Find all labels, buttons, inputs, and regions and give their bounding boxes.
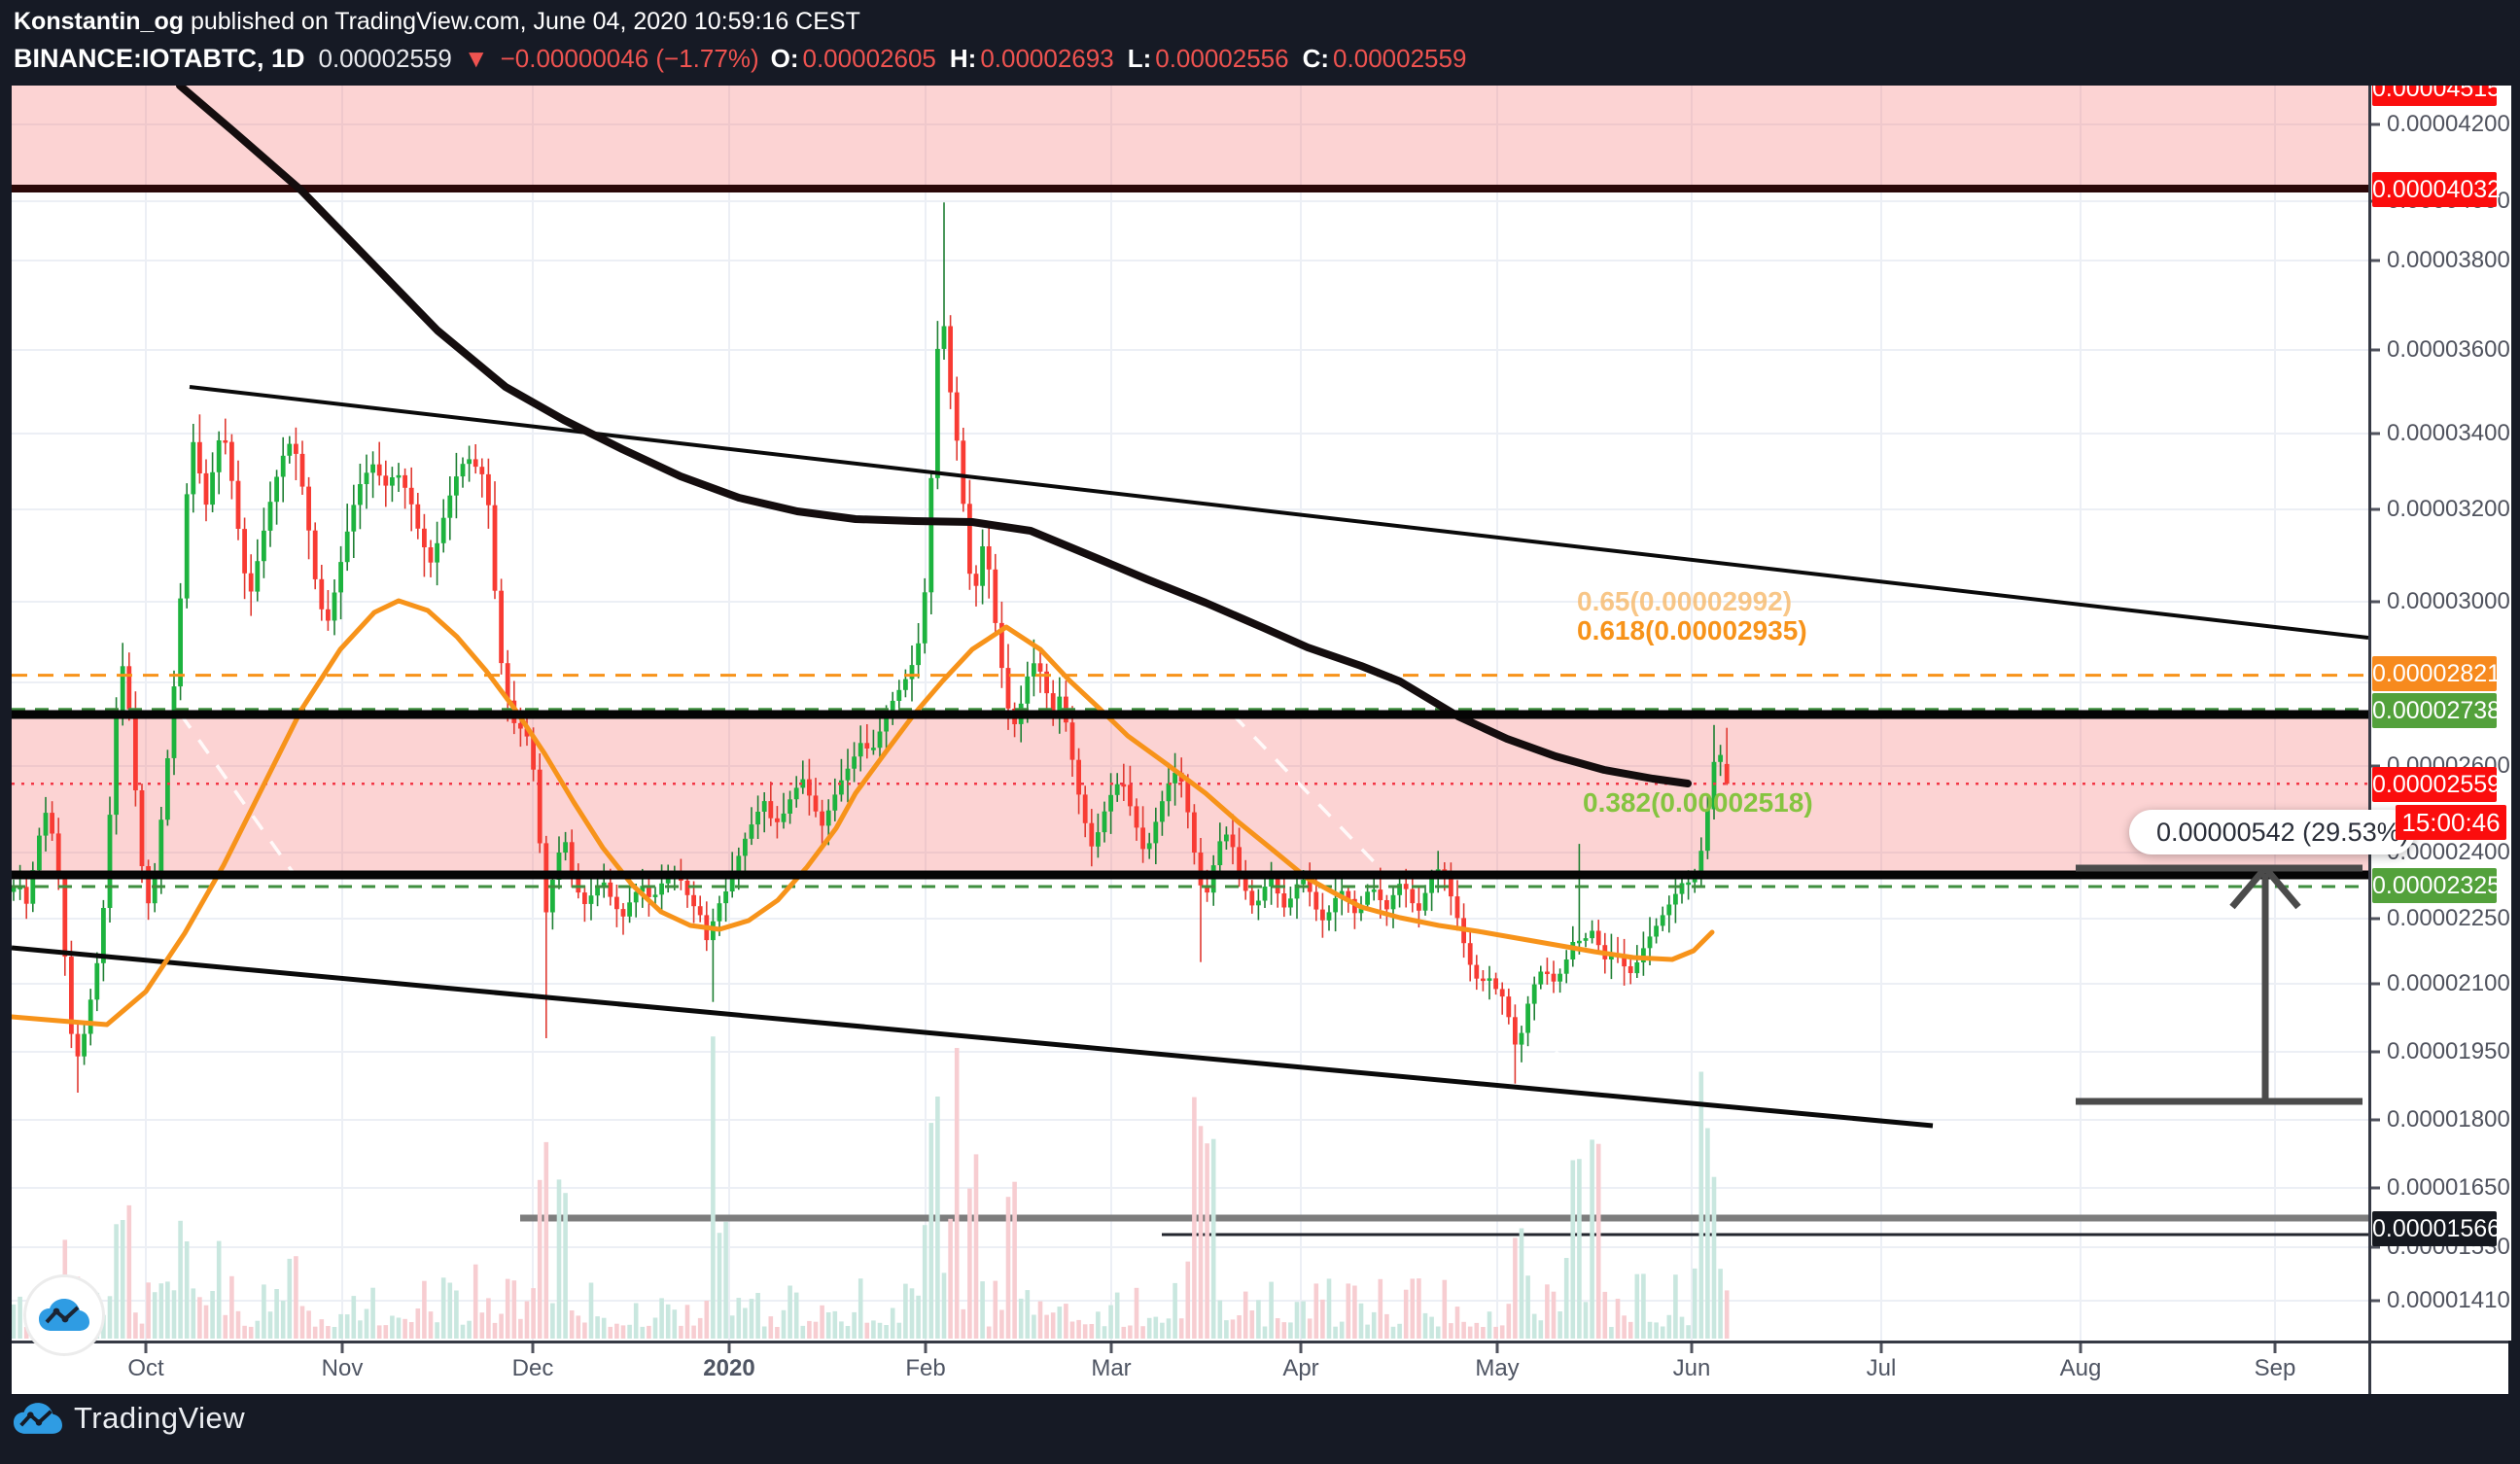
price-tick-mark	[2371, 1118, 2380, 1122]
measure-tooltip: 0.00000542 (29.53%) 5	[2129, 810, 2415, 854]
open-label: O:	[770, 44, 799, 73]
page-footer: TradingView	[0, 1391, 2520, 1464]
axis-corner-divider	[2368, 1343, 2371, 1394]
price-tick-label: 0.00002250	[2387, 905, 2510, 931]
time-tick-mark	[531, 1343, 535, 1353]
price-level-badge: 0.00001566	[2372, 1211, 2501, 1246]
price-tick-label: 0.00001950	[2387, 1038, 2510, 1064]
price-tick-mark	[2371, 982, 2380, 986]
time-tick-label: Jul	[1866, 1355, 1897, 1381]
chart-header: Konstantin_og published on TradingView.c…	[14, 4, 1480, 78]
symbol-name: BINANCE:IOTABTC, 1D	[14, 44, 305, 73]
tradingview-cloud-icon	[39, 1299, 89, 1331]
price-chart-canvas[interactable]: 0.65(0.00002992) 0.618(0.00002935) 0.382…	[12, 86, 2368, 1341]
price-tick-mark	[2371, 600, 2380, 604]
price-tick-label: 0.00003000	[2387, 588, 2510, 614]
time-tick-label: Feb	[905, 1355, 946, 1381]
price-tick-label: 0.00003600	[2387, 336, 2510, 363]
price-tick-label: 0.00001410	[2387, 1287, 2510, 1313]
author-name: Konstantin_og	[14, 8, 184, 35]
price-tick-mark	[2371, 1186, 2380, 1190]
price-tick-label: 0.00003400	[2387, 420, 2510, 446]
high-value: 0.00002693	[980, 44, 1114, 73]
low-value: 0.00002556	[1155, 44, 1289, 73]
time-tick-mark	[924, 1343, 928, 1353]
price-tick-mark	[2371, 764, 2380, 768]
time-tick-label: Sep	[2254, 1355, 2296, 1381]
time-axis[interactable]: Oct Nov Dec 2020 Feb Mar Apr May Jun Jul Aug Sep	[12, 1341, 2508, 1394]
tradingview-cloud-icon	[14, 1402, 62, 1434]
time-tick-mark	[727, 1343, 731, 1353]
price-tick-label: 0.00001650	[2387, 1174, 2510, 1201]
price-tick-mark	[2371, 1299, 2380, 1303]
time-tick-mark	[1879, 1343, 1883, 1353]
price-level-badge: 0.00002738	[2372, 693, 2501, 728]
price-tick-mark	[2371, 917, 2380, 921]
published-line: Konstantin_og published on TradingView.c…	[14, 4, 1480, 39]
price-tick-label: 0.00004200	[2387, 111, 2510, 137]
price-level-badge: 0.00002821	[2372, 656, 2501, 691]
time-tick-mark	[2273, 1343, 2277, 1353]
price-tick-label: 0.00001800	[2387, 1106, 2510, 1133]
time-tick-label: Oct	[127, 1355, 164, 1381]
time-tick-label: Jun	[1672, 1355, 1711, 1381]
price-tick-label: 0.00003200	[2387, 496, 2510, 522]
brand-name: TradingView	[74, 1401, 246, 1435]
price-level-badge: 0.00004515	[2372, 86, 2501, 106]
time-tick-mark	[1495, 1343, 1499, 1353]
close-label: C:	[1302, 44, 1330, 73]
tradingview-watermark	[23, 1274, 105, 1356]
tradingview-logo[interactable]: TradingView	[14, 1401, 245, 1436]
time-tick-label: Aug	[2059, 1355, 2102, 1381]
price-tick-mark	[2371, 122, 2380, 126]
time-tick-mark	[2079, 1343, 2082, 1353]
time-tick-mark	[340, 1343, 344, 1353]
close-value: 0.00002559	[1333, 44, 1467, 73]
bar-countdown-badge: 15:00:46	[2396, 805, 2506, 840]
price-tick-mark	[2371, 1050, 2380, 1054]
low-label: L:	[1127, 44, 1152, 73]
price-level-badge: 0.00004032	[2372, 172, 2501, 207]
price-tick-mark	[2371, 507, 2380, 511]
time-tick-mark	[1299, 1343, 1303, 1353]
price-tick-label: 0.00002100	[2387, 970, 2510, 996]
price-level-badge: 0.00002559	[2372, 767, 2501, 802]
time-tick-label: Dec	[511, 1355, 554, 1381]
time-tick-mark	[1690, 1343, 1694, 1353]
published-info: published on TradingView.com, June 04, 2…	[184, 8, 860, 35]
last-price: 0.00002559	[318, 44, 452, 73]
time-tick-mark	[144, 1343, 148, 1353]
direction-arrow-icon: ▼	[463, 44, 489, 73]
time-tick-label: May	[1475, 1355, 1520, 1381]
price-axis[interactable]: 0.000042000.000040000.000038000.00003600…	[2368, 86, 2511, 1341]
high-label: H:	[949, 44, 977, 73]
time-tick-label: Nov	[321, 1355, 364, 1381]
price-tick-mark	[2371, 432, 2380, 436]
price-tick-label: 0.00003800	[2387, 247, 2510, 273]
fib-label-0382: 0.382(0.00002518)	[1583, 787, 1813, 818]
open-value: 0.00002605	[802, 44, 936, 73]
price-level-badge: 0.00002325	[2372, 868, 2501, 903]
price-tick-mark	[2371, 1245, 2380, 1249]
fib-label-0618: 0.618(0.00002935)	[1577, 615, 1807, 645]
symbol-info-bar: BINANCE:IOTABTC, 1D 0.00002559 ▼ −0.0000…	[14, 39, 1480, 78]
time-tick-label: 2020	[703, 1355, 755, 1381]
price-tick-mark	[2371, 348, 2380, 352]
time-tick-label: Mar	[1091, 1355, 1132, 1381]
time-tick-mark	[1109, 1343, 1113, 1353]
fib-label-065: 0.65(0.00002992)	[1577, 586, 1793, 616]
price-tick-mark	[2371, 259, 2380, 262]
price-change: −0.00000046 (−1.77%)	[500, 44, 759, 73]
chart-drawing-layer	[12, 86, 2368, 1341]
time-tick-label: Apr	[1282, 1355, 1319, 1381]
